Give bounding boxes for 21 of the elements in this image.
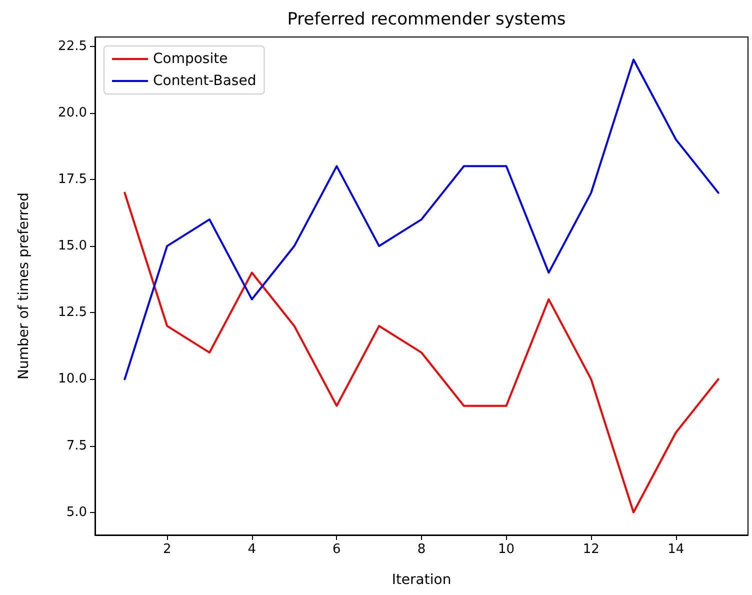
y-tick-label: 12.5 — [58, 305, 87, 320]
y-tick-label: 15.0 — [58, 238, 87, 254]
x-tick-label: 8 — [417, 542, 426, 557]
x-tick-label: 6 — [332, 542, 341, 557]
x-tick-label: 2 — [162, 542, 172, 557]
legend-label: Content-Based — [153, 73, 256, 89]
legend-label: Composite — [153, 51, 228, 67]
x-axis-title: Iteration — [392, 572, 452, 588]
y-tick-label: 17.5 — [58, 172, 87, 187]
line-series — [124, 192, 720, 514]
x-tick-label: 4 — [248, 542, 256, 557]
x-tick-label: 14 — [668, 542, 684, 557]
y-axis-title: Number of times preferred — [16, 192, 32, 380]
chart-title: Preferred recommender systems — [287, 10, 566, 30]
y-tick-label: 20.0 — [58, 105, 87, 120]
y-tick-label: 5.0 — [66, 504, 87, 520]
y-tick-label: 22.5 — [58, 38, 87, 54]
y-tick-label: 7.5 — [66, 438, 87, 454]
x-tick-label: 10 — [498, 542, 515, 557]
x-tick-label: 12 — [582, 542, 600, 557]
y-tick-label: 10.0 — [58, 372, 87, 387]
